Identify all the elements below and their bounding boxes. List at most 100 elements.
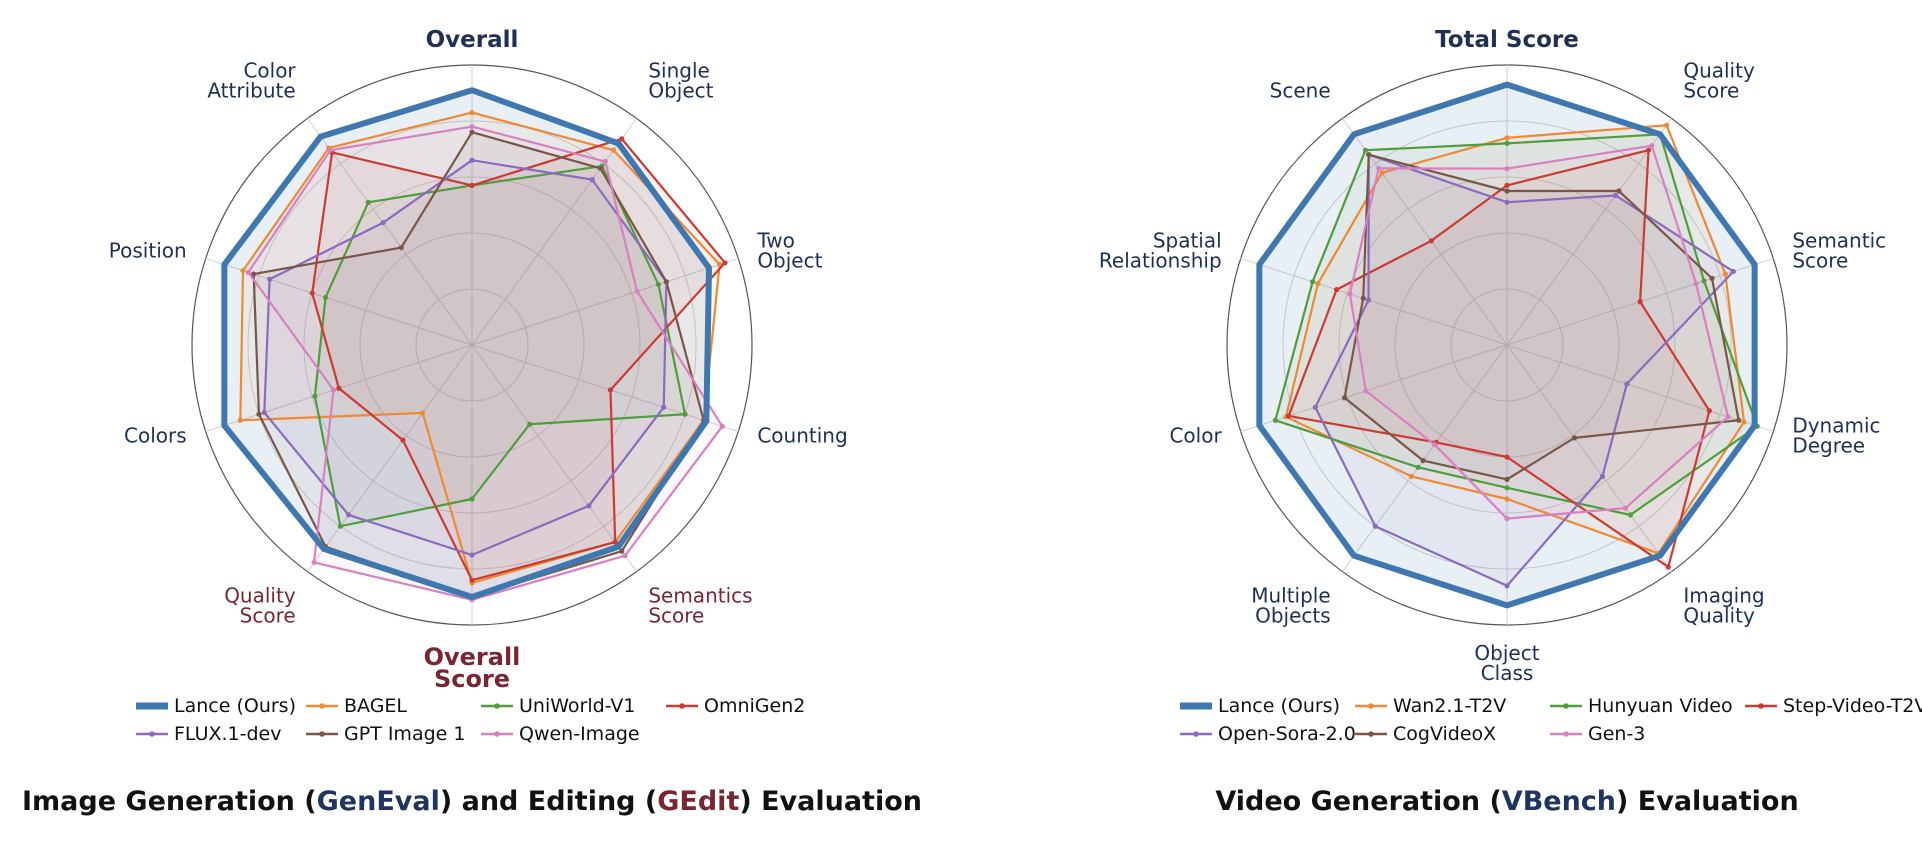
legend-label: OmniGen2 bbox=[704, 695, 805, 717]
data-point-omnigen2 bbox=[722, 260, 728, 266]
axis-label-colors: Colors bbox=[124, 424, 187, 448]
data-point-step-video-t2v bbox=[1665, 564, 1671, 570]
data-point-bagel bbox=[237, 417, 243, 423]
legend-marker bbox=[494, 731, 500, 737]
series-area-bagel bbox=[240, 112, 720, 583]
data-point-uniworld-v1 bbox=[337, 523, 343, 529]
data-point-open-sora-2-0 bbox=[1372, 523, 1378, 529]
grid-spoke bbox=[471, 118, 637, 346]
data-point-cogvideox bbox=[1341, 395, 1348, 401]
grid-spoke bbox=[1506, 118, 1672, 346]
data-point-step-video-t2v bbox=[1428, 238, 1434, 244]
data-point-gpt-image-1 bbox=[469, 129, 475, 135]
data-point-open-sora-2-0 bbox=[1613, 192, 1619, 199]
data-point-cogvideox bbox=[1616, 188, 1622, 194]
data-point-qwen-image bbox=[330, 387, 337, 393]
data-point-flux-1-dev bbox=[469, 552, 475, 558]
chart-title-bottom: Overall Score bbox=[424, 643, 521, 693]
data-point-qwen-image bbox=[327, 147, 334, 153]
data-point-hunyuan-video bbox=[1362, 147, 1369, 153]
legend-item-flux-1-dev: FLUX.1-dev bbox=[136, 723, 281, 745]
grid-spoke bbox=[1506, 344, 1672, 572]
axis-label-color: Color bbox=[1169, 424, 1222, 448]
data-point-qwen-image bbox=[245, 269, 251, 275]
data-point-gen-3 bbox=[1347, 291, 1353, 297]
legend-marker bbox=[679, 703, 685, 709]
data-point-omnigen2 bbox=[469, 577, 475, 583]
legend-label: FLUX.1-dev bbox=[174, 723, 281, 745]
data-point-hunyuan-video bbox=[1504, 140, 1510, 146]
legend-item-lance-ours: Lance (Ours) bbox=[1180, 695, 1340, 717]
data-point-qwen-image bbox=[311, 559, 317, 566]
data-point-bagel bbox=[240, 267, 246, 274]
data-point-wan2-1-t2v bbox=[1379, 170, 1385, 176]
legend-item-lance-ours: Lance (Ours) bbox=[136, 695, 296, 717]
legend-label: Hunyuan Video bbox=[1588, 695, 1733, 717]
legend-item-open-sora-2-0: Open-Sora-2.0 bbox=[1180, 723, 1356, 745]
axis-label-semantic-score: Semantic Score bbox=[1792, 228, 1886, 272]
data-point-gen-3 bbox=[1504, 516, 1510, 522]
legend-marker bbox=[1368, 703, 1374, 709]
legend-item-omnigen2: OmniGen2 bbox=[666, 695, 805, 717]
series-area-qwen-image bbox=[248, 126, 723, 600]
axis-label-multiple-objects: Multiple Objects bbox=[1251, 584, 1330, 628]
data-point-gen-3 bbox=[1649, 143, 1655, 149]
data-point-qwen-image bbox=[602, 158, 608, 165]
axis-label-semantics-score: Semantics Score bbox=[648, 584, 752, 628]
data-point-omnigen2 bbox=[612, 539, 618, 545]
data-point-qwen-image bbox=[622, 553, 628, 559]
axis-label-single-object: Single Object bbox=[648, 58, 713, 102]
grid-spoke bbox=[471, 344, 739, 433]
axis-label-two-object: Two Object bbox=[756, 228, 822, 272]
data-point-flux-1-dev bbox=[267, 276, 273, 282]
legend-label: CogVideoX bbox=[1393, 723, 1496, 745]
data-point-uniworld-v1 bbox=[655, 281, 662, 288]
legend-marker bbox=[319, 731, 325, 737]
axis-label-quality-score: Quality Score bbox=[224, 584, 296, 628]
data-point-qwen-image bbox=[719, 423, 725, 429]
series-area-step-video-t2v bbox=[1288, 150, 1710, 567]
legend-marker bbox=[1368, 731, 1374, 737]
data-point-step-video-t2v bbox=[1333, 287, 1340, 293]
data-point-gpt-image-1 bbox=[597, 165, 603, 171]
data-point-gpt-image-1 bbox=[398, 244, 404, 251]
data-point-wan2-1-t2v bbox=[1315, 280, 1321, 287]
data-point-hunyuan-video bbox=[1415, 464, 1421, 470]
data-point-bagel bbox=[420, 410, 426, 416]
data-point-step-video-t2v bbox=[1706, 408, 1712, 414]
data-point-step-video-t2v bbox=[1504, 182, 1510, 188]
data-point-omnigen2 bbox=[400, 437, 406, 443]
legend-label: Open-Sora-2.0 bbox=[1218, 723, 1356, 745]
data-point-flux-1-dev bbox=[345, 512, 352, 518]
legend-label: Wan2.1-T2V bbox=[1393, 695, 1506, 717]
series-area-omnigen2 bbox=[312, 138, 725, 581]
data-point-wan2-1-t2v bbox=[1408, 473, 1415, 479]
axis-label-spatial-relationship: Spatial Relationship bbox=[1099, 228, 1222, 272]
series-fill-lance-ours bbox=[1259, 84, 1755, 606]
data-point-wan2-1-t2v bbox=[1741, 419, 1747, 425]
data-point-gen-3 bbox=[1431, 442, 1438, 448]
data-point-hunyuan-video bbox=[1701, 278, 1707, 284]
radar-chart-video-generation: Quality Score Semantic Score Dynamic Degree Im… bbox=[1099, 27, 1886, 685]
axis-label-object-class: Object Class bbox=[1474, 641, 1539, 685]
data-point-omnigen2 bbox=[469, 182, 475, 188]
data-point-step-video-t2v bbox=[1637, 299, 1643, 305]
legend-label: Lance (Ours) bbox=[174, 695, 296, 717]
grid-spoke bbox=[307, 344, 473, 572]
data-point-step-video-t2v bbox=[1645, 147, 1652, 153]
data-point-gen-3 bbox=[1693, 280, 1699, 287]
data-point-step-video-t2v bbox=[1286, 413, 1292, 419]
legend-marker bbox=[319, 703, 325, 709]
data-point-omnigen2 bbox=[309, 290, 315, 296]
legend-item-hunyuan-video: Hunyuan Video bbox=[1550, 695, 1733, 717]
data-point-cogvideox bbox=[1504, 188, 1510, 194]
data-point-gen-3 bbox=[1725, 414, 1731, 420]
data-point-cogvideox bbox=[1366, 152, 1372, 158]
data-point-bagel bbox=[610, 147, 617, 153]
legend-video-generation: Lance (Ours) Wan2.1-T2V Hunyuan Video Step-… bbox=[1180, 695, 1922, 745]
caption-left: Image Generation (GenEval) and Editing (… bbox=[22, 786, 922, 817]
data-point-open-sora-2-0 bbox=[1504, 199, 1510, 205]
data-point-gen-3 bbox=[1363, 388, 1369, 394]
data-point-open-sora-2-0 bbox=[1730, 268, 1736, 275]
